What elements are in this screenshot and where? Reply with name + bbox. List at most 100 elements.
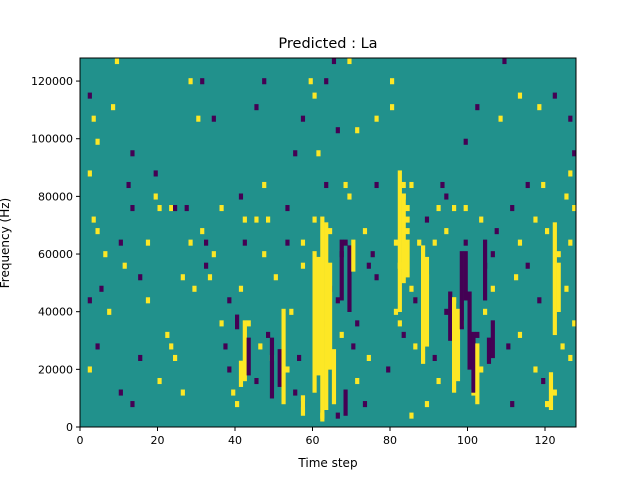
- heatmap-cell: [366, 262, 371, 269]
- heatmap-cell: [285, 239, 290, 246]
- heatmap-cell-run: [281, 308, 286, 405]
- heatmap-cell-run: [331, 349, 337, 405]
- heatmap-cell: [91, 115, 96, 122]
- x-tick-label: 100: [457, 434, 478, 447]
- x-axis-label: Time step: [297, 456, 357, 470]
- heatmap-cell: [95, 343, 100, 350]
- heatmap-cell: [188, 78, 193, 85]
- x-tick-label: 60: [306, 434, 320, 447]
- heatmap-cell: [223, 343, 228, 350]
- heatmap-cell-run: [328, 262, 333, 370]
- heatmap-cell: [297, 354, 302, 361]
- heatmap-cell: [238, 193, 244, 200]
- heatmap-cell: [95, 228, 100, 235]
- heatmap-cell: [312, 92, 317, 99]
- heatmap-cell: [238, 285, 244, 292]
- heatmap-cell-run: [343, 389, 348, 416]
- heatmap-cell: [362, 401, 368, 408]
- heatmap-cell: [483, 308, 488, 315]
- heatmap-cell: [87, 366, 92, 373]
- heatmap-cell: [99, 285, 104, 292]
- heatmap-cell: [374, 115, 379, 122]
- heatmap-cell: [273, 274, 278, 281]
- heatmap-cell: [227, 297, 232, 304]
- heatmap-cell: [556, 251, 561, 258]
- y-tick-label: 60000: [38, 248, 73, 261]
- heatmap-cell-run: [463, 251, 468, 301]
- heatmap-cell: [463, 239, 468, 246]
- plot-frame: [79, 57, 577, 428]
- heatmap-cell: [87, 170, 92, 177]
- heatmap-cell: [405, 205, 410, 212]
- heatmap-cell: [355, 320, 360, 327]
- heatmap-cell: [545, 228, 550, 235]
- heatmap-cell-run: [548, 372, 554, 411]
- heatmap-cell: [130, 401, 135, 408]
- heatmap-cell: [401, 331, 406, 338]
- heatmap-cell-run: [490, 320, 495, 359]
- heatmap-cell: [192, 285, 197, 292]
- heatmap-cell: [153, 170, 158, 177]
- heatmap-cell: [114, 58, 120, 65]
- heatmap-cell: [490, 285, 495, 292]
- heatmap-cell: [335, 297, 340, 304]
- heatmap-cell: [266, 331, 271, 338]
- heatmap-cell: [266, 216, 271, 223]
- y-tick-label: 0: [66, 421, 73, 434]
- heatmap-cell-run: [269, 337, 275, 399]
- heatmap-cell: [258, 343, 263, 350]
- heatmap-cell: [355, 127, 360, 134]
- heatmap-cell: [362, 228, 368, 235]
- heatmap-cell: [324, 78, 329, 85]
- heatmap-cell: [254, 216, 259, 223]
- heatmap-cell: [196, 115, 201, 122]
- heatmap-cell: [475, 104, 480, 111]
- heatmap-cell: [262, 78, 267, 85]
- heatmap-cell: [568, 354, 573, 361]
- y-tick-label: 80000: [38, 190, 73, 203]
- heatmap-cells: [87, 58, 577, 422]
- heatmap-cell: [409, 285, 414, 292]
- heatmap-cell: [254, 377, 259, 385]
- heatmap-cell: [103, 251, 108, 258]
- heatmap-cell: [517, 239, 523, 246]
- heatmap-cell: [424, 216, 430, 223]
- heatmap-cell: [204, 239, 209, 246]
- heatmap-cell: [254, 104, 259, 111]
- heatmap-cell: [153, 193, 158, 200]
- heatmap-cell: [444, 228, 449, 235]
- heatmap-cell: [374, 274, 379, 281]
- heatmap-cell: [118, 389, 123, 396]
- heatmap-cell: [312, 216, 317, 223]
- heatmap-cell: [219, 205, 224, 212]
- heatmap-cell: [200, 228, 205, 235]
- heatmap-cell: [517, 331, 523, 338]
- heatmap-cell: [347, 193, 352, 200]
- heatmap-cell: [424, 401, 430, 408]
- heatmap-cell: [211, 115, 216, 122]
- heatmap-cell: [204, 262, 209, 269]
- heatmap-cell: [207, 274, 213, 281]
- heatmap-cell: [564, 193, 569, 200]
- heatmap-cell: [517, 92, 523, 99]
- heatmap-cell: [374, 181, 379, 189]
- heatmap-cell: [572, 205, 577, 212]
- heatmap-cell: [331, 58, 337, 65]
- heatmap-cell: [444, 193, 449, 200]
- heatmap-cell-run: [320, 216, 325, 422]
- heatmap-cell: [231, 389, 236, 396]
- y-tick-label: 100000: [31, 133, 73, 146]
- heatmap-cell: [560, 343, 565, 350]
- heatmap-cell: [417, 239, 422, 246]
- heatmap-cell: [572, 150, 577, 157]
- heatmap-cell-run: [235, 314, 240, 330]
- x-tick-label: 80: [383, 434, 397, 447]
- heatmap-cell: [498, 115, 503, 122]
- heatmap-cell: [219, 320, 224, 327]
- heatmap-cell: [475, 331, 480, 338]
- heatmap-cell: [335, 412, 340, 419]
- heatmap-cell-run: [246, 337, 251, 376]
- plot-area: [80, 58, 577, 427]
- heatmap-cell: [525, 262, 530, 269]
